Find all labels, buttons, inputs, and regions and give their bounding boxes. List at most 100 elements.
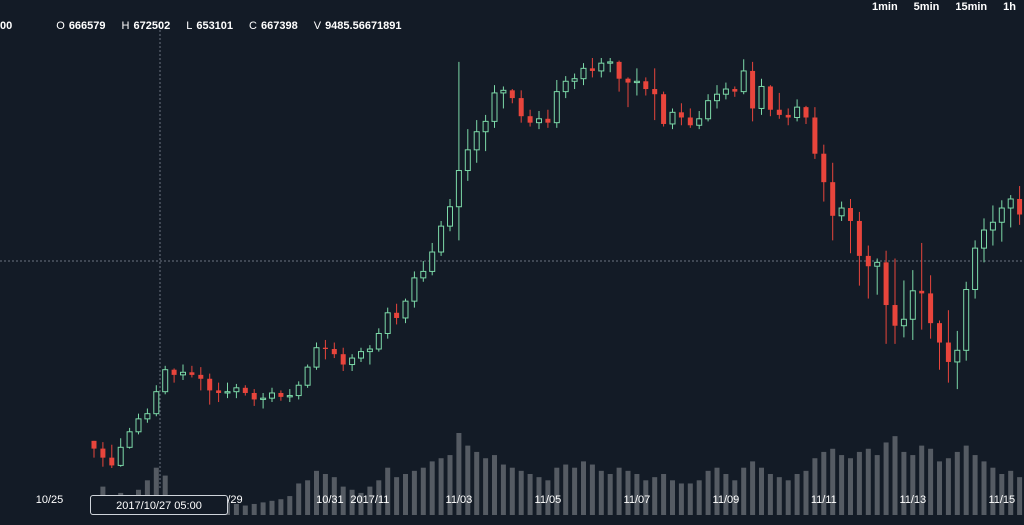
candle-body	[323, 348, 328, 349]
volume-bar	[261, 502, 266, 515]
candle	[332, 343, 337, 359]
candle	[661, 92, 666, 127]
candle	[198, 367, 203, 390]
candle-body	[243, 388, 248, 393]
volume-bar	[448, 455, 453, 515]
candle	[848, 199, 853, 253]
candle	[670, 108, 675, 129]
candle-body	[919, 291, 924, 294]
interval-5min-button[interactable]: 5min	[906, 0, 948, 14]
candle	[207, 374, 212, 405]
volume-bar	[670, 480, 675, 515]
candle-body	[252, 393, 257, 399]
candle	[314, 343, 319, 370]
candle	[741, 59, 746, 94]
candle	[163, 366, 168, 394]
volume-bar	[812, 458, 817, 515]
volume-bar	[501, 465, 506, 515]
candle	[421, 261, 426, 282]
volume-bar	[412, 471, 417, 515]
candle	[412, 271, 417, 307]
candle-body	[332, 349, 337, 354]
candle	[884, 251, 889, 344]
x-tick-label: 10/31	[316, 494, 344, 506]
candle	[385, 308, 390, 339]
candle-body	[723, 89, 728, 94]
candle-body	[795, 107, 800, 117]
ohlc-high-label: H	[122, 20, 130, 32]
candle-body	[634, 81, 639, 82]
candle	[154, 385, 159, 416]
candle-body	[100, 449, 105, 458]
candles	[92, 58, 1024, 468]
candle-body	[706, 101, 711, 119]
candle-body	[554, 92, 559, 123]
candle-body	[661, 94, 666, 124]
volume-bar	[795, 474, 800, 515]
candle-body	[448, 207, 453, 226]
candle	[234, 384, 239, 398]
candle	[243, 385, 248, 395]
volume-bar	[875, 455, 880, 515]
volume-bar	[982, 461, 987, 515]
candle-body	[278, 393, 283, 397]
ohlc-open-value: 666579	[69, 20, 106, 32]
candle-body	[385, 313, 390, 334]
x-tick-label: 11/03	[446, 494, 473, 506]
candle	[786, 108, 791, 125]
candle	[448, 199, 453, 231]
candle	[599, 58, 604, 77]
candle	[225, 383, 230, 399]
candle	[866, 246, 871, 299]
volume-bar	[688, 483, 693, 515]
candle	[821, 145, 826, 202]
candle-body	[109, 458, 114, 466]
candle-body	[359, 352, 364, 358]
candle-body	[1017, 199, 1022, 215]
candle-body	[163, 370, 168, 392]
interval-1h-button[interactable]: 1h	[995, 0, 1024, 14]
candle-body	[848, 208, 853, 221]
x-tick-label: 11/13	[899, 494, 926, 506]
candle-body	[563, 81, 568, 91]
candle-body	[510, 90, 515, 98]
candle-body	[884, 262, 889, 305]
candle	[590, 58, 595, 77]
candle	[394, 304, 399, 325]
candle	[750, 62, 755, 121]
interval-15min-button[interactable]: 15min	[947, 0, 995, 14]
candle-body	[296, 385, 301, 395]
volume-bar	[572, 468, 577, 515]
candle	[572, 74, 577, 90]
candle-body	[590, 68, 595, 71]
volume-bar	[243, 506, 248, 515]
candle	[697, 111, 702, 129]
candle-body	[545, 119, 550, 123]
x-tick-label: 11/15	[988, 494, 1015, 506]
candle-body	[367, 349, 372, 352]
candle	[839, 202, 844, 221]
volume-bar	[510, 468, 515, 515]
candle-body	[652, 89, 657, 94]
candle-body	[172, 370, 177, 375]
candle	[296, 381, 301, 399]
candle	[990, 205, 995, 245]
x-tick-label: 2017/11	[350, 494, 389, 506]
volume-bar	[554, 468, 559, 515]
candle	[181, 365, 186, 381]
x-tick-label: 11/05	[535, 494, 562, 506]
candle-body	[866, 256, 871, 266]
volume-bar	[314, 471, 319, 515]
candle	[617, 61, 622, 92]
ohlc-high-value: 672502	[133, 20, 170, 32]
candle-body	[474, 132, 479, 150]
volume-bar	[563, 465, 568, 515]
candle-body	[537, 119, 542, 123]
interval-1min-button[interactable]: 1min	[864, 0, 906, 14]
volume-bar	[973, 455, 978, 515]
candle-body	[1008, 199, 1013, 208]
candle	[804, 106, 809, 124]
volume-bar	[804, 471, 809, 515]
